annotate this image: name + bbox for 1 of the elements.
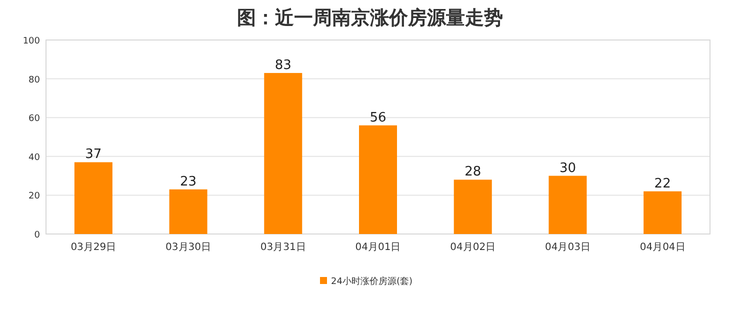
title: 图：近一周南京涨价房源量走势 xyxy=(237,7,503,29)
